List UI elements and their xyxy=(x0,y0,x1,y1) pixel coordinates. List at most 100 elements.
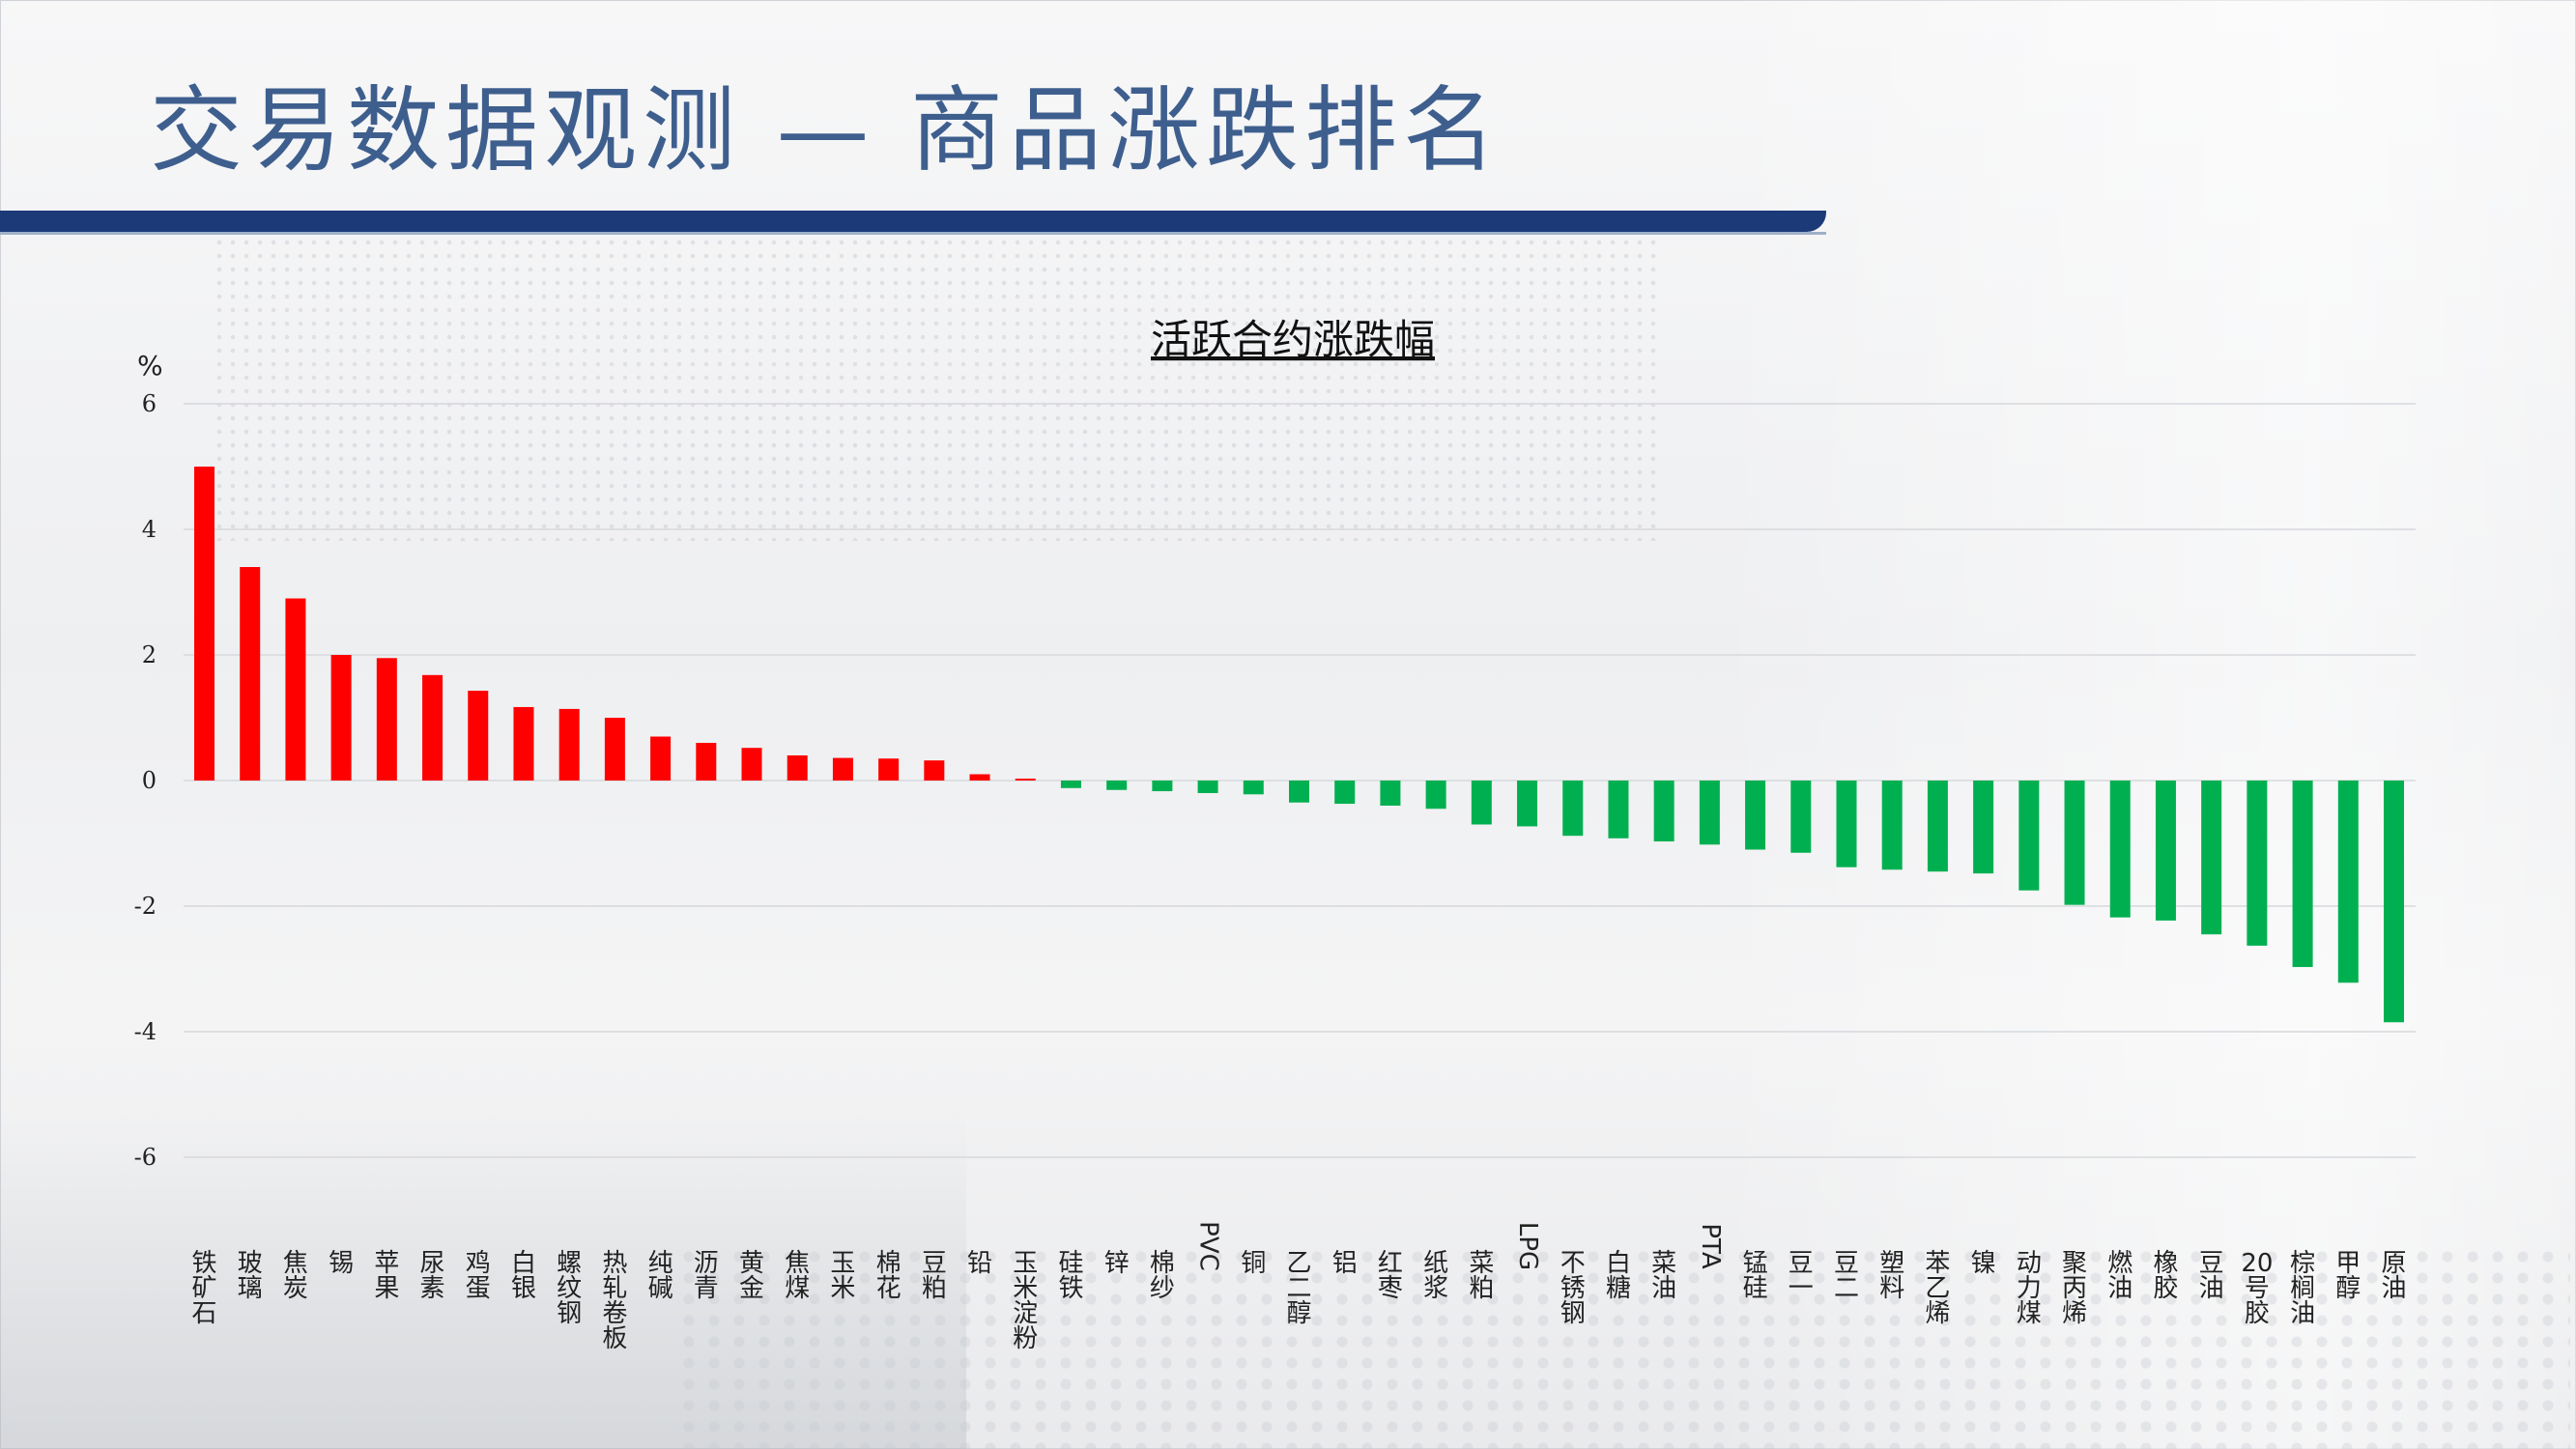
category-label: 白银 xyxy=(511,1249,536,1303)
category-label: 20 号胶 xyxy=(2241,1249,2273,1328)
y-tick-label: -4 xyxy=(134,1018,157,1045)
y-axis-unit-label: % xyxy=(137,350,163,382)
category-label: 豆一 xyxy=(1789,1249,1814,1303)
bar xyxy=(422,674,444,781)
bar xyxy=(1973,781,1994,874)
category-label: 玻璃 xyxy=(238,1249,263,1303)
bar xyxy=(2064,781,2085,905)
bar xyxy=(878,758,900,781)
category-label: 玉米淀粉 xyxy=(1013,1249,1038,1353)
category-label: 棉花 xyxy=(876,1249,902,1303)
bar xyxy=(376,658,397,781)
category-label: 螺纹钢 xyxy=(557,1249,582,1328)
bar xyxy=(330,655,352,781)
bar xyxy=(2384,781,2404,1023)
category-label: 菜粕 xyxy=(1469,1249,1494,1303)
category-label: 玉米 xyxy=(830,1249,855,1303)
category-label: 镍 xyxy=(1971,1249,1996,1278)
y-tick-label: 4 xyxy=(142,516,157,543)
category-label: LPG xyxy=(1513,1222,1542,1270)
category-label: 乙二醇 xyxy=(1286,1249,1311,1328)
category-label: 原油 xyxy=(2381,1249,2406,1303)
category-label: 尿素 xyxy=(420,1249,445,1303)
bar xyxy=(285,598,306,781)
category-label: 苹果 xyxy=(374,1249,399,1303)
category-label: 焦炭 xyxy=(283,1249,308,1303)
category-label: 锰硅 xyxy=(1743,1249,1768,1303)
bar xyxy=(1608,781,1629,838)
bar xyxy=(1334,781,1356,805)
bar xyxy=(2018,781,2040,891)
bar xyxy=(240,567,261,781)
y-tick-label: -6 xyxy=(134,1144,157,1171)
category-label: 纸浆 xyxy=(1423,1249,1448,1303)
bar xyxy=(696,743,717,781)
light-gradient-decoration xyxy=(1706,0,2576,1449)
category-label: 热轧卷板 xyxy=(602,1249,627,1353)
bar xyxy=(1471,781,1492,825)
bar xyxy=(2201,781,2222,935)
y-tick-label: 6 xyxy=(142,390,157,417)
bars xyxy=(194,467,2404,1023)
category-label: 不锈钢 xyxy=(1560,1249,1586,1328)
category-label: 锡 xyxy=(329,1249,354,1278)
category-label: 焦煤 xyxy=(785,1249,810,1303)
bar xyxy=(1927,781,1948,872)
page-title: 交易数据观测 — 商品涨跌排名 xyxy=(150,76,1503,185)
category-label: 橡胶 xyxy=(2153,1249,2178,1303)
category-label: 棕榈油 xyxy=(2290,1249,2315,1328)
bar xyxy=(513,706,534,781)
category-label: 棉纱 xyxy=(1150,1249,1175,1303)
city-skyline-decoration xyxy=(0,1111,966,1449)
category-label: 豆二 xyxy=(1834,1249,1859,1303)
category-label: 铅 xyxy=(967,1249,992,1278)
y-tick-label: 2 xyxy=(142,641,157,668)
category-label: 铝 xyxy=(1332,1249,1358,1278)
category-label: 燃油 xyxy=(2107,1249,2132,1303)
category-label: 豆粕 xyxy=(922,1249,947,1303)
category-label: 白糖 xyxy=(1606,1249,1631,1303)
bar xyxy=(1380,781,1401,806)
bar xyxy=(2337,781,2359,983)
bar xyxy=(1881,781,1903,870)
bar xyxy=(468,691,489,781)
bar xyxy=(1152,781,1173,792)
bar xyxy=(558,708,580,781)
bar xyxy=(194,467,215,781)
bar xyxy=(1745,781,1766,850)
bar xyxy=(1790,781,1812,853)
title-underline-accent xyxy=(0,232,1826,235)
category-label: 锌 xyxy=(1104,1249,1130,1278)
category-label: 硅铁 xyxy=(1058,1249,1083,1303)
bar xyxy=(2155,781,2176,921)
category-label: 甲醇 xyxy=(2335,1249,2361,1303)
title-underline-bar xyxy=(0,211,1826,232)
chart-title: 活跃合约涨跌幅 xyxy=(1151,316,1435,363)
bar xyxy=(1243,781,1264,795)
bar xyxy=(1289,781,1309,803)
category-label: 红枣 xyxy=(1378,1249,1403,1303)
bar xyxy=(1699,781,1720,845)
category-label: PVC xyxy=(1194,1221,1223,1271)
bar xyxy=(1060,781,1081,788)
bar xyxy=(2247,781,2268,946)
bar xyxy=(1197,781,1218,793)
category-label: 纯碱 xyxy=(648,1249,673,1303)
category-label: 鸡蛋 xyxy=(466,1249,491,1303)
y-axis-ticks: 6 4 2 0 -2 -4 -6 xyxy=(134,390,157,1171)
category-label: 动力煤 xyxy=(2017,1249,2042,1328)
bar xyxy=(1015,779,1036,781)
bar xyxy=(1836,781,1857,867)
category-label: 苯乙烯 xyxy=(1925,1249,1950,1328)
bar xyxy=(1562,781,1584,837)
category-label: 塑料 xyxy=(1879,1249,1904,1303)
bar xyxy=(832,757,853,781)
bar xyxy=(1653,781,1674,842)
category-label: 沥青 xyxy=(694,1249,719,1303)
world-map-dots-decoration xyxy=(213,222,1662,541)
category-label: 铁矿石 xyxy=(191,1249,216,1328)
bar xyxy=(924,760,945,781)
category-label: PTA xyxy=(1696,1223,1725,1269)
category-label: 铜 xyxy=(1241,1249,1266,1278)
